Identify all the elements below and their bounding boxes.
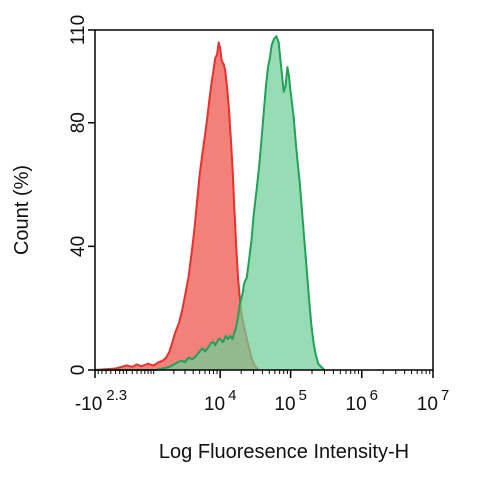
x-tick-label: 10 5 <box>274 387 306 415</box>
axis-ticks <box>88 29 434 378</box>
series-1-area <box>95 42 259 371</box>
x-tick-label: -10 2.3 <box>75 387 127 415</box>
tick-labels: 0 40 80 110 -10 2.3 10 4 10 5 10 6 10 7 <box>68 15 449 415</box>
y-tick-label: 80 <box>68 112 89 133</box>
x-tick-label: 10 7 <box>417 387 449 415</box>
x-tick-label: 10 6 <box>346 387 378 415</box>
y-tick-label: 0 <box>68 365 89 376</box>
x-tick-label: 10 4 <box>204 387 236 415</box>
series-2-area <box>95 36 325 370</box>
series-2-line <box>95 35 326 371</box>
histogram-series <box>94 35 326 371</box>
x-axis-title: Log Fluoresence Intensity-H <box>159 441 409 463</box>
y-axis-title: Count (%) <box>11 165 33 255</box>
y-tick-label: 40 <box>68 236 89 257</box>
series-1-line <box>94 41 260 371</box>
y-tick-label: 110 <box>68 15 89 45</box>
plot-frame <box>94 29 434 371</box>
